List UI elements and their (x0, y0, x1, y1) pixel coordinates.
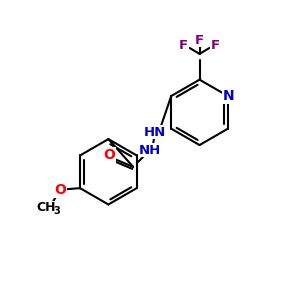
Text: O: O (103, 148, 115, 162)
Text: O: O (54, 183, 66, 197)
Text: F: F (211, 40, 220, 52)
Text: CH: CH (37, 202, 56, 214)
Text: NH: NH (139, 143, 161, 157)
Text: F: F (179, 40, 188, 52)
Text: F: F (195, 34, 204, 46)
Text: HN: HN (144, 126, 166, 139)
Text: N: N (223, 89, 235, 103)
Text: 3: 3 (53, 206, 60, 216)
